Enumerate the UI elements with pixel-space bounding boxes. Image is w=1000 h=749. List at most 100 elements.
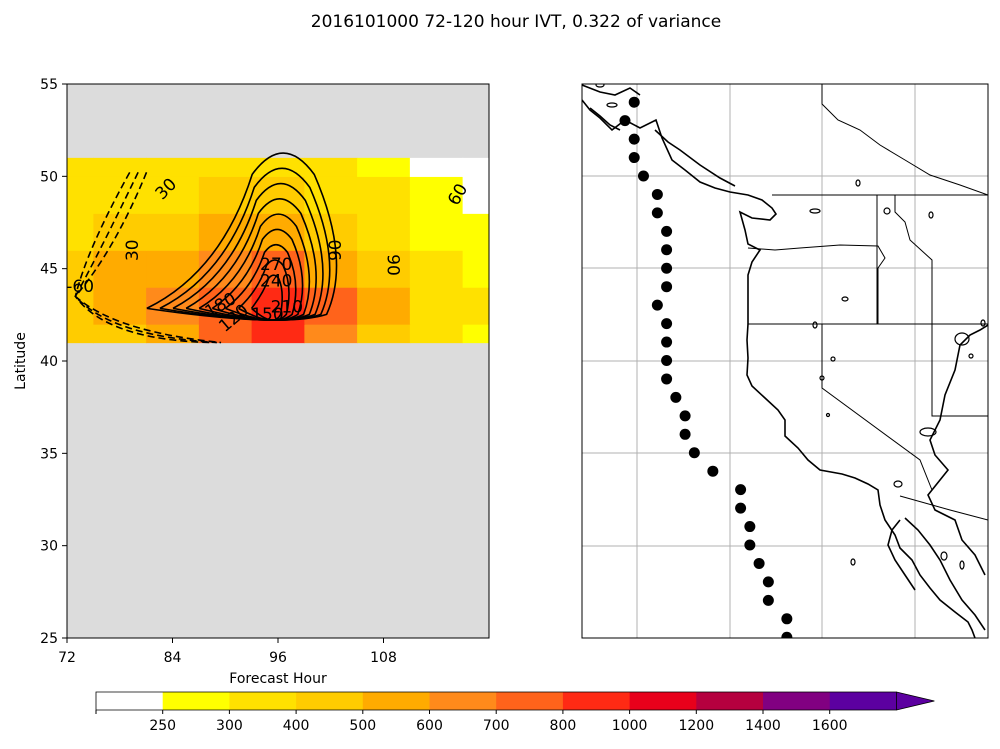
- map-gridlines: [582, 84, 988, 638]
- colorbar-swatch: [296, 692, 364, 710]
- y-tick-label: 50: [40, 169, 58, 185]
- station-point: [670, 391, 682, 403]
- ivt-cell: [198, 157, 253, 177]
- colorbar-swatch: [763, 692, 831, 710]
- ivt-cell: [198, 324, 253, 344]
- ivt-cell: [357, 287, 411, 325]
- station-point: [735, 484, 747, 496]
- contour-label: 90: [326, 239, 346, 261]
- station-point: [661, 355, 673, 366]
- colorbar-swatch: [362, 692, 430, 710]
- y-tick-label: 40: [40, 354, 58, 370]
- ivt-cell: [409, 324, 464, 344]
- colorbar-tick-label: 1000: [612, 718, 648, 734]
- x-tick-label: 72: [58, 650, 76, 666]
- ivt-cell: [146, 157, 200, 177]
- ivt-cell: [462, 176, 489, 214]
- colorbar-tick-label: 250: [149, 718, 176, 734]
- ivt-cell: [462, 324, 489, 344]
- colorbar-tick-label: 1400: [745, 718, 781, 734]
- colorbar-swatch: [496, 692, 564, 710]
- contour-label: 210: [271, 297, 303, 317]
- y-axis-ticks: 25 30 35 40 45 50 55: [40, 77, 67, 647]
- ivt-cell: [198, 250, 253, 288]
- ivt-cell: [67, 157, 94, 177]
- station-point: [661, 373, 673, 385]
- station-point: [781, 613, 793, 625]
- ivt-cell: [146, 250, 200, 288]
- contour-line: [237, 259, 290, 321]
- ivt-cell: [198, 176, 253, 214]
- ivt-cell: [304, 287, 358, 325]
- state-borders: [747, 84, 988, 521]
- colorbar-tick-label: 300: [216, 718, 243, 734]
- station-point: [744, 521, 756, 533]
- station-point: [707, 465, 719, 477]
- station-point: [628, 133, 640, 145]
- colorbar-tick-label: 400: [283, 718, 310, 734]
- ivt-cell: [462, 157, 489, 177]
- ivt-cell: [93, 157, 147, 177]
- contour-label: 270: [260, 255, 292, 275]
- map-frame: [581, 83, 989, 639]
- ivt-cell: [251, 324, 305, 344]
- contour-line-negative: [74, 171, 217, 344]
- map-panel: [581, 83, 989, 639]
- ivt-cell: [93, 250, 147, 288]
- colorbar: 250 300 400 500 600 700 800 1000 1200 1400 1600: [95, 691, 935, 734]
- station-point: [762, 594, 774, 606]
- ivt-cell: [357, 324, 411, 344]
- contour-label: 30: [123, 239, 143, 261]
- station-point: [679, 428, 691, 440]
- ivt-cell: [93, 287, 147, 325]
- colorbar-swatch: [162, 692, 230, 710]
- coastline: [582, 84, 988, 638]
- x-axis-ticks: 72 84 96 108: [58, 638, 397, 666]
- ivt-cell: [304, 250, 358, 288]
- ivt-cell: [67, 250, 94, 288]
- x-tick-label: 84: [164, 650, 182, 666]
- y-tick-label: 25: [40, 631, 58, 647]
- station-point: [619, 115, 631, 127]
- y-tick-label: 45: [40, 262, 58, 278]
- ivt-cell: [462, 250, 489, 288]
- ivt-cell: [67, 176, 94, 214]
- contour-label: 150: [251, 305, 283, 325]
- colorbar-swatch: [629, 692, 697, 710]
- y-tick-label: 30: [40, 539, 58, 555]
- ivt-cell: [304, 157, 358, 177]
- station-point: [661, 281, 673, 293]
- ivt-cell: [409, 213, 464, 251]
- ivt-cell: [357, 157, 411, 177]
- colorbar-swatch: [96, 692, 164, 710]
- ivt-cell: [409, 250, 464, 288]
- colorbar-extend-arrow: [896, 691, 935, 711]
- ivt-cell: [93, 176, 147, 214]
- ivt-cell: [409, 287, 464, 325]
- contour-label: 240: [260, 272, 292, 292]
- y-tick-label: 35: [40, 446, 58, 462]
- x-tick-label: 108: [370, 650, 397, 666]
- colorbar-tick-label: 600: [416, 718, 443, 734]
- station-point: [661, 244, 673, 256]
- station-point: [651, 299, 663, 311]
- station-point: [628, 152, 640, 164]
- colorbar-swatch: [229, 692, 297, 710]
- ivt-cell: [251, 157, 305, 177]
- contour-line: [250, 274, 283, 321]
- ivt-cell: [146, 176, 200, 214]
- ivt-filled-field: [67, 157, 489, 344]
- colorbar-tick-label: 800: [550, 718, 577, 734]
- station-point: [688, 447, 700, 459]
- station-point: [661, 318, 673, 330]
- y-axis-label: Latitude: [13, 332, 29, 390]
- x-axis-label: Forecast Hour: [229, 671, 327, 687]
- station-point: [744, 539, 756, 551]
- station-point: [651, 207, 663, 219]
- ivt-cell: [304, 324, 358, 344]
- ivt-cell: [67, 213, 94, 251]
- ivt-cell: [462, 287, 489, 325]
- contour-line-negative: [74, 171, 213, 344]
- ivt-cell: [357, 176, 411, 214]
